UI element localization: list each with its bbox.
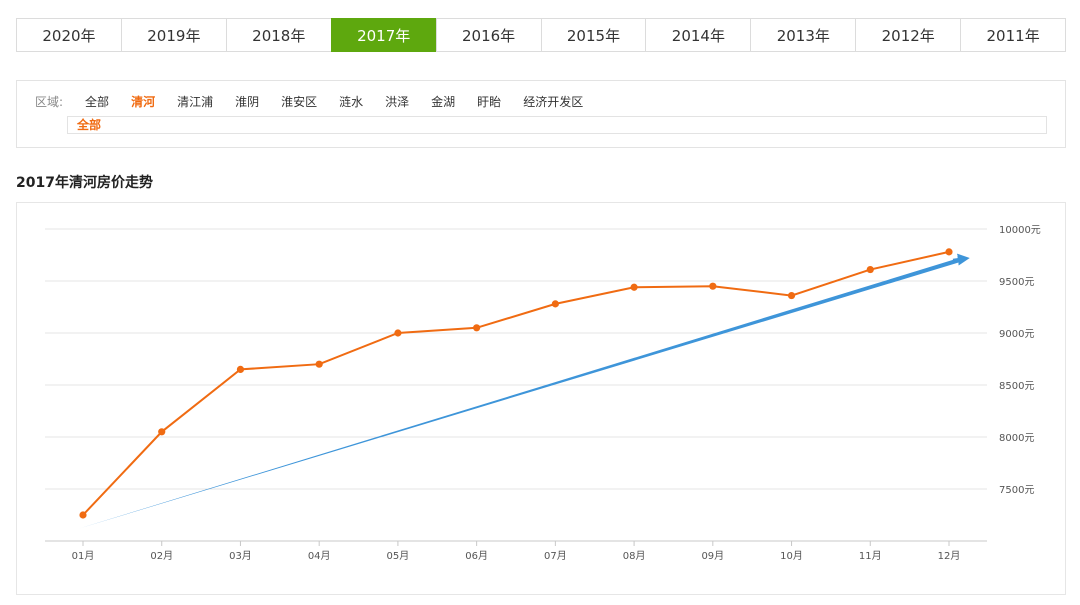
price-point (158, 428, 166, 436)
price-point (551, 300, 559, 308)
x-tick-label: 05月 (387, 550, 410, 562)
price-point (709, 282, 717, 290)
trend-arrow-head (952, 253, 970, 266)
year-tab-2012[interactable]: 2012年 (855, 18, 961, 52)
trend-arrow-body (79, 258, 959, 529)
region-filter-item[interactable]: 金湖 (431, 95, 456, 109)
region-filter-item[interactable]: 清江浦 (177, 95, 214, 109)
region-selected-value: 全部 (67, 116, 1047, 134)
price-point (630, 283, 638, 291)
x-tick-label: 02月 (150, 550, 173, 562)
x-tick-label: 06月 (465, 550, 488, 562)
region-filter-item[interactable]: 淮阴 (235, 95, 260, 109)
region-filter-item[interactable]: 盱眙 (477, 95, 502, 109)
x-tick-label: 11月 (859, 550, 882, 562)
price-point (866, 265, 874, 274)
region-filter-item[interactable]: 淮安区 (281, 95, 318, 109)
x-tick-label: 10月 (780, 550, 803, 562)
region-filter-item[interactable]: 全部 (85, 95, 110, 109)
price-point (236, 365, 245, 373)
price-point (473, 324, 481, 332)
price-point (79, 511, 87, 519)
year-tab-2015[interactable]: 2015年 (540, 18, 646, 52)
price-point (787, 291, 796, 300)
x-tick-label: 08月 (623, 550, 646, 562)
region-filter-item[interactable]: 经济开发区 (523, 95, 584, 109)
year-tab-2011[interactable]: 2011年 (960, 18, 1067, 52)
region-filter-item[interactable]: 清河 (131, 95, 156, 109)
x-tick-label: 01月 (72, 550, 95, 562)
year-tab-2019[interactable]: 2019年 (120, 18, 226, 52)
year-tabs: 2020年 2019年 2018年 2017年 2016年 2015年 2014年 2013年… (16, 18, 1067, 52)
region-filter-box: 区域: 全部 清河 清江浦 淮阴 淮安区 涟水 洪泽 金湖 盱眙 经济开发区 全部 (16, 80, 1066, 148)
y-tick-label: 9500元 (999, 277, 1034, 288)
price-series-line (82, 250, 950, 516)
chart-title: 2017年清河房价走势 (16, 175, 153, 191)
region-filter-row: 区域: 全部 清河 清江浦 淮阴 淮安区 涟水 洪泽 金湖 盱眙 经济开发区 (35, 93, 605, 110)
region-filter-item[interactable]: 涟水 (339, 95, 364, 109)
y-tick-label: 9000元 (999, 329, 1034, 340)
price-point (945, 248, 953, 256)
y-tick-label: 10000元 (999, 225, 1041, 236)
chart-panel: 7500元 8000元 8500元 9000元 9500元 10000元 01月 02月 03月… (16, 202, 1066, 595)
y-tick-label: 8500元 (999, 381, 1034, 392)
y-tick-label: 8000元 (999, 433, 1034, 444)
price-trend-chart: 7500元 8000元 8500元 9000元 9500元 10000元 01月 02月 03月… (45, 225, 1041, 562)
x-tick-label: 09月 (701, 550, 724, 562)
x-tick-label: 03月 (229, 550, 252, 562)
x-tick-label: 04月 (308, 550, 331, 562)
region-filter-label: 区域: (35, 95, 64, 109)
price-point (394, 329, 402, 337)
year-tab-2018[interactable]: 2018年 (225, 18, 331, 52)
year-tab-2016[interactable]: 2016年 (435, 18, 541, 52)
year-tab-2020[interactable]: 2020年 (16, 18, 121, 52)
x-tick-label: 07月 (544, 550, 567, 562)
year-tab-2014[interactable]: 2014年 (645, 18, 751, 52)
y-tick-label: 7500元 (999, 485, 1034, 496)
x-tick-label: 12月 (938, 550, 961, 562)
region-filter-item[interactable]: 洪泽 (385, 95, 410, 109)
year-tab-2013[interactable]: 2013年 (750, 18, 856, 52)
price-point (315, 360, 323, 368)
year-tab-2017[interactable]: 2017年 (330, 18, 436, 52)
